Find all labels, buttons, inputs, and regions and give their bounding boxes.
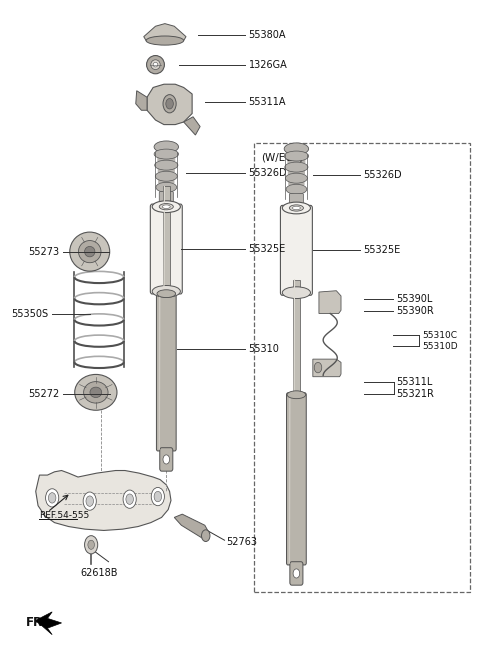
- FancyBboxPatch shape: [163, 187, 169, 294]
- Ellipse shape: [156, 171, 177, 181]
- Ellipse shape: [285, 162, 308, 172]
- Text: 55350S: 55350S: [11, 309, 48, 319]
- Ellipse shape: [153, 62, 158, 67]
- Text: 55326D: 55326D: [363, 170, 402, 181]
- Ellipse shape: [146, 36, 184, 45]
- Circle shape: [314, 363, 322, 373]
- Text: 55380A: 55380A: [249, 30, 286, 40]
- FancyBboxPatch shape: [289, 194, 303, 204]
- Circle shape: [151, 487, 165, 506]
- FancyBboxPatch shape: [287, 393, 306, 565]
- Text: REF.54-555: REF.54-555: [39, 511, 90, 520]
- Ellipse shape: [163, 455, 169, 464]
- Circle shape: [84, 535, 98, 554]
- Polygon shape: [313, 359, 341, 376]
- Ellipse shape: [163, 95, 176, 113]
- Ellipse shape: [146, 56, 165, 74]
- Ellipse shape: [155, 160, 178, 170]
- Ellipse shape: [282, 202, 311, 214]
- Ellipse shape: [289, 205, 303, 211]
- FancyBboxPatch shape: [158, 166, 175, 172]
- Text: 55390L: 55390L: [396, 294, 433, 304]
- Ellipse shape: [287, 391, 306, 399]
- FancyBboxPatch shape: [159, 192, 173, 202]
- Text: FR.: FR.: [25, 616, 48, 629]
- Polygon shape: [136, 91, 147, 110]
- Ellipse shape: [166, 99, 173, 109]
- FancyBboxPatch shape: [280, 206, 312, 295]
- Polygon shape: [36, 470, 171, 530]
- Text: 62618B: 62618B: [80, 568, 118, 578]
- Text: 55326D: 55326D: [249, 168, 287, 179]
- Text: 55311A: 55311A: [249, 97, 286, 107]
- Text: 55325E: 55325E: [363, 245, 401, 256]
- FancyBboxPatch shape: [288, 168, 305, 174]
- Text: 55310D: 55310D: [422, 342, 458, 351]
- Ellipse shape: [154, 149, 179, 159]
- Ellipse shape: [292, 206, 300, 210]
- Polygon shape: [319, 290, 341, 313]
- Text: 55310C: 55310C: [422, 330, 457, 340]
- Circle shape: [46, 489, 59, 507]
- Circle shape: [126, 494, 133, 505]
- Ellipse shape: [293, 569, 300, 578]
- Ellipse shape: [78, 240, 101, 263]
- FancyBboxPatch shape: [293, 280, 300, 395]
- Ellipse shape: [282, 287, 311, 298]
- Ellipse shape: [75, 374, 117, 410]
- Circle shape: [88, 540, 95, 549]
- Ellipse shape: [159, 204, 173, 210]
- Ellipse shape: [286, 173, 307, 183]
- Ellipse shape: [286, 184, 307, 194]
- Text: 55321R: 55321R: [396, 389, 434, 399]
- Ellipse shape: [284, 151, 309, 161]
- Text: 55390R: 55390R: [396, 306, 434, 316]
- Ellipse shape: [284, 143, 309, 155]
- FancyBboxPatch shape: [150, 204, 182, 294]
- Circle shape: [123, 490, 136, 509]
- Circle shape: [83, 492, 96, 510]
- Ellipse shape: [154, 141, 179, 153]
- Polygon shape: [174, 514, 209, 538]
- Text: 55272: 55272: [28, 389, 59, 399]
- Polygon shape: [184, 117, 200, 135]
- Text: 1326GA: 1326GA: [249, 60, 287, 70]
- Ellipse shape: [162, 205, 170, 208]
- Ellipse shape: [70, 232, 110, 271]
- Text: 55311L: 55311L: [396, 377, 433, 387]
- Ellipse shape: [84, 382, 108, 403]
- Polygon shape: [144, 24, 186, 41]
- Ellipse shape: [90, 387, 102, 397]
- FancyBboxPatch shape: [156, 292, 176, 451]
- Ellipse shape: [157, 290, 176, 298]
- Bar: [254, 143, 470, 593]
- FancyBboxPatch shape: [288, 179, 304, 185]
- FancyBboxPatch shape: [157, 154, 175, 162]
- Polygon shape: [147, 84, 192, 125]
- FancyBboxPatch shape: [160, 447, 173, 471]
- Ellipse shape: [152, 201, 180, 213]
- Text: 55325E: 55325E: [249, 244, 286, 254]
- Text: 52763: 52763: [226, 537, 257, 547]
- FancyBboxPatch shape: [158, 177, 174, 183]
- Ellipse shape: [202, 530, 210, 541]
- Text: 55310: 55310: [249, 344, 279, 354]
- FancyBboxPatch shape: [290, 562, 303, 585]
- Circle shape: [154, 491, 162, 502]
- Text: 55273: 55273: [28, 246, 59, 257]
- Polygon shape: [36, 612, 61, 635]
- FancyBboxPatch shape: [288, 156, 305, 164]
- Ellipse shape: [152, 286, 180, 297]
- Circle shape: [86, 496, 94, 507]
- Circle shape: [48, 493, 56, 503]
- Text: (W/ECS): (W/ECS): [261, 152, 303, 163]
- Ellipse shape: [151, 60, 160, 70]
- Ellipse shape: [84, 246, 95, 257]
- Ellipse shape: [156, 182, 177, 193]
